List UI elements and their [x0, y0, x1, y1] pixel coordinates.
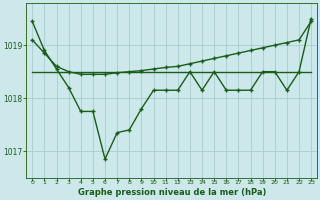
- X-axis label: Graphe pression niveau de la mer (hPa): Graphe pression niveau de la mer (hPa): [77, 188, 266, 197]
